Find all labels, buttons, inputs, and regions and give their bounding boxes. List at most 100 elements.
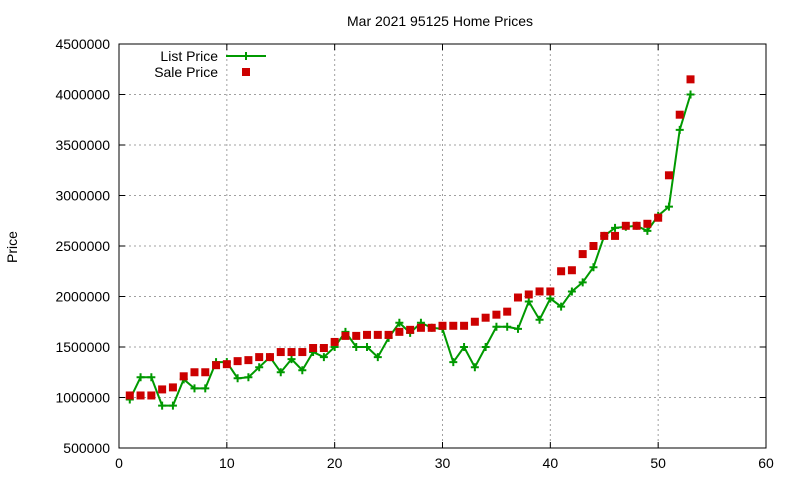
x-tick-label: 60 <box>758 455 774 471</box>
sale-price-point <box>664 171 673 180</box>
sale-price-point <box>136 391 145 400</box>
list-price-point <box>201 384 210 393</box>
legend-label: Sale Price <box>154 64 218 80</box>
sale-price-point <box>265 353 274 362</box>
sale-price-point <box>611 231 620 240</box>
list-price-point <box>460 343 469 351</box>
list-price-point <box>244 373 253 382</box>
sale-price-point <box>481 313 490 322</box>
list-price-point <box>319 353 328 362</box>
sale-price-point <box>276 348 285 357</box>
sale-price-point <box>578 250 587 259</box>
list-price-point <box>503 322 512 331</box>
list-price-point <box>373 353 382 362</box>
sale-price-point <box>255 353 264 362</box>
sale-price-point <box>125 391 134 400</box>
x-tick-label: 30 <box>435 455 451 471</box>
y-tick-label: 3500000 <box>55 137 110 153</box>
list-price-point <box>524 297 533 306</box>
list-price-point <box>470 363 479 372</box>
list-price-point <box>578 278 587 287</box>
list-price-point <box>233 374 242 383</box>
y-axis-ticks: 500000 1000000 1500000 2000000 2500000 300000… <box>55 36 766 456</box>
sale-price-point <box>621 221 630 230</box>
sale-price-point <box>460 321 469 330</box>
list-price-point <box>481 343 490 351</box>
sale-price-point <box>557 267 566 276</box>
y-tick-label: 1500000 <box>55 339 110 355</box>
sale-price-point <box>147 391 156 400</box>
sale-price-point <box>449 321 458 330</box>
x-tick-label: 50 <box>650 455 666 471</box>
y-axis-label: Price <box>4 231 20 263</box>
y-tick-label: 4500000 <box>55 36 110 52</box>
y-tick-label: 3000000 <box>55 188 110 204</box>
sale-price-point <box>179 372 188 381</box>
legend-plus-marker <box>242 52 250 60</box>
sale-price-point <box>416 323 425 332</box>
list-price-point <box>546 294 555 303</box>
sale-price-point <box>363 330 372 339</box>
list-price-point <box>147 373 156 382</box>
sale-price-point <box>158 385 167 394</box>
list-price-point <box>492 322 501 331</box>
list-price-point <box>255 363 264 372</box>
sale-price-point <box>341 331 350 340</box>
y-tick-label: 2000000 <box>55 289 110 305</box>
list-price-point <box>287 355 296 364</box>
sale-price-point <box>589 242 598 250</box>
sale-price-point <box>244 356 253 365</box>
y-tick-label: 500000 <box>63 440 110 456</box>
x-tick-label: 10 <box>219 455 235 471</box>
series-list-price <box>125 90 695 410</box>
list-price-point <box>395 318 404 327</box>
sale-price-point <box>675 110 684 119</box>
sale-price-point <box>222 360 231 369</box>
sale-price-point <box>309 344 318 353</box>
sale-price-point <box>524 290 533 299</box>
sale-price-point <box>654 213 663 222</box>
sale-price-point <box>686 75 695 84</box>
list-price-point <box>513 324 522 333</box>
y-tick-label: 1000000 <box>55 390 110 406</box>
sale-price-point <box>470 317 479 326</box>
y-tick-label: 2500000 <box>55 238 110 254</box>
sale-price-point <box>373 330 382 339</box>
list-price-point <box>557 302 566 311</box>
series-sale-price <box>125 75 695 400</box>
sale-price-point <box>384 330 393 339</box>
list-price-line <box>128 94 692 407</box>
sale-price-point <box>352 331 361 340</box>
list-price-point <box>158 401 167 410</box>
list-price-point <box>567 287 576 296</box>
sale-price-point <box>438 321 447 330</box>
x-tick-label: 0 <box>115 455 123 471</box>
list-price-point <box>535 315 544 324</box>
sale-price-point <box>212 361 221 370</box>
list-price-point <box>449 358 458 367</box>
list-price-point <box>611 223 620 232</box>
list-price-point <box>190 384 199 393</box>
sale-price-point <box>190 368 199 377</box>
sale-price-point <box>298 348 307 357</box>
list-price-point <box>352 343 361 351</box>
chart-title: Mar 2021 95125 Home Prices <box>347 13 533 29</box>
series-layer <box>125 75 695 410</box>
sale-price-point <box>427 323 436 332</box>
list-price-point <box>686 90 695 99</box>
legend-label: List Price <box>160 48 218 64</box>
sale-price-point <box>513 293 522 302</box>
list-price-point <box>298 366 307 375</box>
sale-price-point <box>287 348 296 357</box>
list-price-point <box>675 125 684 134</box>
sale-price-point <box>535 287 544 296</box>
sale-price-point <box>233 357 242 366</box>
sale-price-point <box>406 325 415 334</box>
sale-price-point <box>168 383 177 392</box>
sale-price-point <box>600 231 609 240</box>
x-tick-label: 40 <box>543 455 559 471</box>
list-price-point <box>643 226 652 235</box>
sale-price-point <box>546 287 555 296</box>
